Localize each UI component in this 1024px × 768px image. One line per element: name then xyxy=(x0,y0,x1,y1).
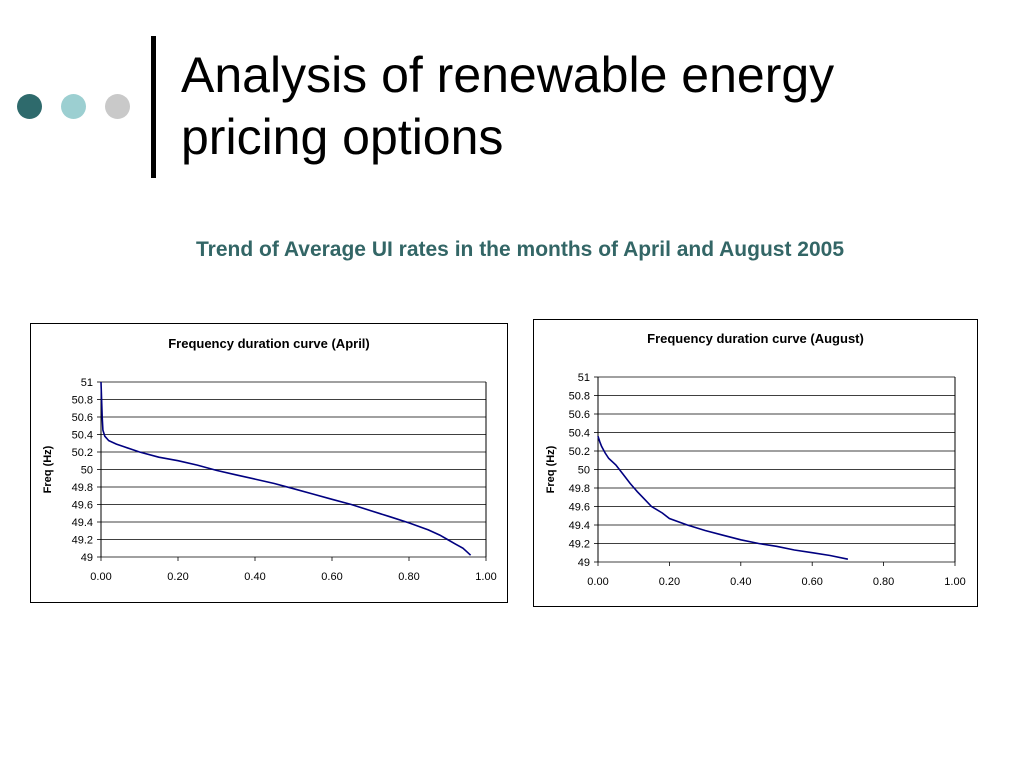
chart-title: Frequency duration curve (August) xyxy=(647,331,864,346)
x-tick-label: 0.80 xyxy=(398,571,419,583)
y-tick-label: 49.8 xyxy=(72,482,93,494)
y-tick-label: 50 xyxy=(81,465,93,477)
y-tick-label: 50.6 xyxy=(569,409,590,421)
x-tick-label: 0.20 xyxy=(167,571,188,583)
x-tick-label: 0.40 xyxy=(244,571,265,583)
y-tick-label: 49.6 xyxy=(569,502,590,514)
series-line xyxy=(597,435,849,560)
chart-april-svg: Frequency duration curve (April) 49 49.2 49… xyxy=(42,336,497,583)
chart-august: Frequency duration curve (August) 49 49.2 4… xyxy=(533,319,978,607)
y-axis-label: Freq (Hz) xyxy=(545,445,557,493)
y-tick-label: 50.4 xyxy=(72,430,93,442)
slide-title: Analysis of renewable energy pricing opt… xyxy=(181,47,835,165)
bullet-dot-light xyxy=(105,94,130,119)
title-divider xyxy=(151,36,156,178)
y-tick-label: 51 xyxy=(81,377,93,389)
y-tick-label: 50.6 xyxy=(72,412,93,424)
x-tick-label: 0.40 xyxy=(730,576,751,588)
x-tick-label: 0.80 xyxy=(873,576,894,588)
x-tick-label: 0.60 xyxy=(321,571,342,583)
x-tick-label: 1.00 xyxy=(475,571,496,583)
x-tick-label: 1.00 xyxy=(944,576,965,588)
y-tick-label: 50.8 xyxy=(569,391,590,403)
y-tick-label: 49 xyxy=(578,557,590,569)
x-tick-label: 0.00 xyxy=(90,571,111,583)
x-tick-label: 0.00 xyxy=(587,576,608,588)
y-axis-label: Freq (Hz) xyxy=(42,445,54,493)
y-tick-label: 51 xyxy=(578,372,590,384)
series-line xyxy=(100,381,472,556)
x-tick-label: 0.20 xyxy=(659,576,680,588)
x-tick-label: 0.60 xyxy=(801,576,822,588)
chart-title: Frequency duration curve (April) xyxy=(168,336,370,351)
slide-subtitle: Trend of Average UI rates in the months … xyxy=(196,238,844,261)
chart-april: Frequency duration curve (April) 49 49.2 49… xyxy=(30,323,508,603)
y-tick-label: 50.8 xyxy=(72,395,93,407)
chart-august-svg: Frequency duration curve (August) 49 49.2 4… xyxy=(545,331,966,588)
y-tick-label: 50 xyxy=(578,465,590,477)
y-tick-label: 49.2 xyxy=(72,535,93,547)
y-tick-label: 50.2 xyxy=(72,447,93,459)
y-tick-label: 49.2 xyxy=(569,539,590,551)
bullet-dot-mid xyxy=(61,94,86,119)
y-tick-label: 50.4 xyxy=(569,428,590,440)
y-tick-label: 49 xyxy=(81,552,93,564)
y-tick-label: 49.6 xyxy=(72,500,93,512)
y-tick-label: 49.4 xyxy=(569,520,590,532)
bullet-dot-dark xyxy=(17,94,42,119)
y-tick-label: 49.4 xyxy=(72,517,93,529)
y-tick-label: 50.2 xyxy=(569,446,590,458)
y-tick-label: 49.8 xyxy=(569,483,590,495)
